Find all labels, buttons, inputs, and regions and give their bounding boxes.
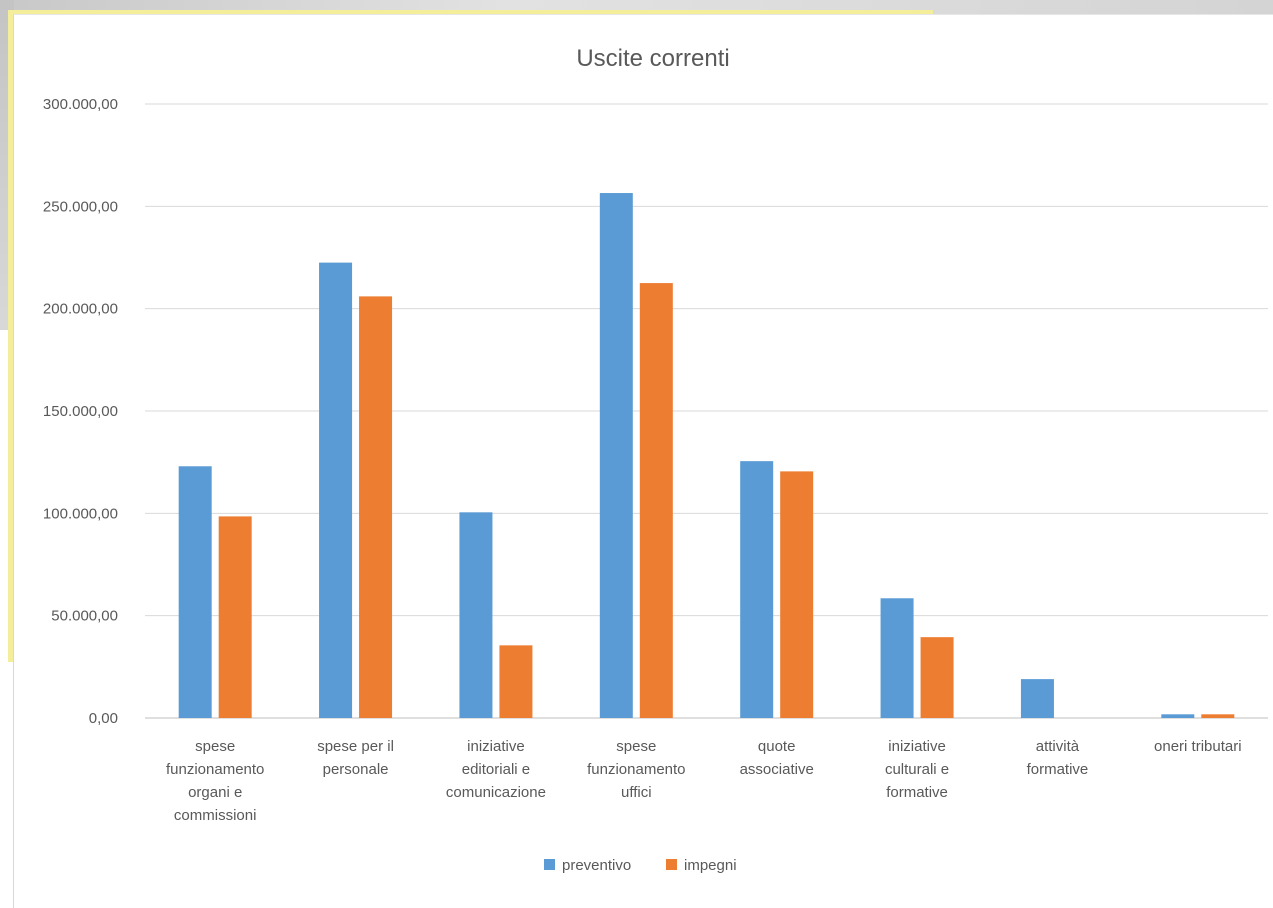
bar-impegni xyxy=(639,283,673,718)
chart-title: Uscite correnti xyxy=(576,45,729,72)
bar-impegni xyxy=(920,637,954,718)
bar-impegni xyxy=(1201,714,1235,718)
bar-preventivo xyxy=(1020,679,1054,718)
legend-swatch-preventivo xyxy=(544,859,555,870)
bar-impegni xyxy=(499,645,533,718)
x-category-label: oneri tributari xyxy=(1154,738,1242,755)
x-category-label: spese funzionamento organi e commissioni xyxy=(166,738,264,824)
x-category-label: iniziative culturali e formative xyxy=(885,738,949,801)
y-tick-label: 150.000,00 xyxy=(43,403,118,420)
bar-impegni xyxy=(218,516,252,718)
bar-preventivo xyxy=(319,262,353,718)
bar-preventivo xyxy=(459,512,493,718)
bar-preventivo xyxy=(740,461,774,718)
y-tick-label: 300.000,00 xyxy=(43,96,118,113)
x-category-label: quote associative xyxy=(740,738,814,778)
bar-preventivo xyxy=(178,466,212,718)
x-category-label: spese per il personale xyxy=(317,738,394,778)
y-tick-label: 0,00 xyxy=(89,710,118,727)
x-category-label: spese funzionamento uffici xyxy=(587,738,685,801)
x-category-label: attività formative xyxy=(1027,738,1089,778)
bar-impegni xyxy=(359,296,393,718)
bar-preventivo xyxy=(880,598,914,718)
y-tick-label: 250.000,00 xyxy=(43,198,118,215)
y-tick-label: 200.000,00 xyxy=(43,301,118,318)
bar-preventivo xyxy=(1161,714,1195,718)
legend-label-preventivo: preventivo xyxy=(562,857,631,874)
slide-accent-left xyxy=(8,14,13,662)
slide-accent-top xyxy=(8,10,933,15)
legend-swatch-impegni xyxy=(666,859,677,870)
bar-impegni xyxy=(780,471,814,718)
y-tick-label: 100.000,00 xyxy=(43,505,118,522)
x-category-label: iniziative editoriali e comunicazione xyxy=(446,738,546,801)
bar-preventivo xyxy=(599,193,633,718)
legend-label-impegni: impegni xyxy=(684,857,737,874)
y-tick-label: 50.000,00 xyxy=(51,608,118,625)
